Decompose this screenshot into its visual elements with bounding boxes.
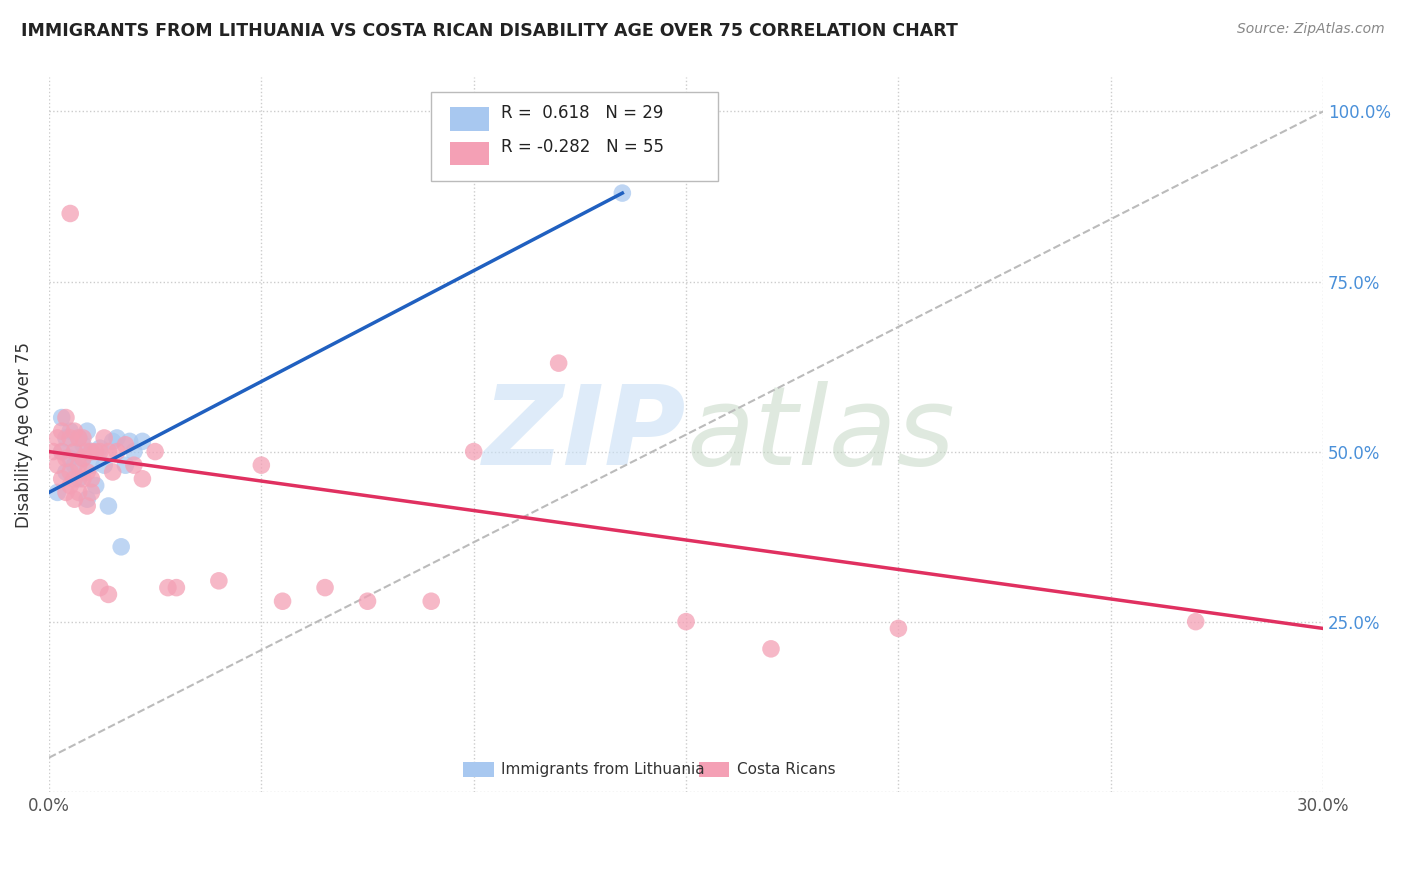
Point <box>76 444 98 458</box>
Point <box>208 574 231 588</box>
FancyBboxPatch shape <box>463 762 494 778</box>
Point <box>97 444 120 458</box>
Point <box>84 444 107 458</box>
Point <box>114 438 136 452</box>
Point <box>76 499 98 513</box>
Point <box>72 431 94 445</box>
Point <box>105 444 128 458</box>
Point <box>80 444 103 458</box>
Point <box>51 472 73 486</box>
Point <box>271 594 294 608</box>
Point <box>131 472 153 486</box>
Text: Costa Ricans: Costa Ricans <box>737 762 835 777</box>
FancyBboxPatch shape <box>699 762 730 778</box>
Point <box>675 615 697 629</box>
Text: IMMIGRANTS FROM LITHUANIA VS COSTA RICAN DISABILITY AGE OVER 75 CORRELATION CHAR: IMMIGRANTS FROM LITHUANIA VS COSTA RICAN… <box>21 22 957 40</box>
Point <box>131 434 153 449</box>
Text: Source: ZipAtlas.com: Source: ZipAtlas.com <box>1237 22 1385 37</box>
Point <box>72 451 94 466</box>
Point <box>76 492 98 507</box>
Point <box>67 458 90 473</box>
Point <box>165 581 187 595</box>
Text: Immigrants from Lithuania: Immigrants from Lithuania <box>502 762 704 777</box>
Point <box>250 458 273 473</box>
Point <box>314 581 336 595</box>
Point <box>110 540 132 554</box>
Text: ZIP: ZIP <box>482 381 686 488</box>
Y-axis label: Disability Age Over 75: Disability Age Over 75 <box>15 342 32 527</box>
Point <box>80 472 103 486</box>
Text: R = -0.282   N = 55: R = -0.282 N = 55 <box>502 138 664 156</box>
Point <box>72 472 94 486</box>
Point <box>51 410 73 425</box>
FancyBboxPatch shape <box>450 107 488 131</box>
Point <box>122 444 145 458</box>
Point <box>72 451 94 466</box>
Point <box>55 485 77 500</box>
Point <box>156 581 179 595</box>
Point <box>89 444 111 458</box>
Point <box>59 431 82 445</box>
Point <box>59 478 82 492</box>
Point <box>51 444 73 458</box>
Point <box>97 499 120 513</box>
Point <box>612 186 634 200</box>
Point <box>63 492 86 507</box>
Point <box>143 444 166 458</box>
Point <box>55 451 77 466</box>
Point <box>759 641 782 656</box>
Point <box>105 431 128 445</box>
Point <box>55 431 77 445</box>
Point <box>46 431 69 445</box>
Point <box>67 431 90 445</box>
Point <box>101 434 124 449</box>
Point <box>67 485 90 500</box>
Point <box>63 458 86 473</box>
Point <box>46 485 69 500</box>
Point <box>63 424 86 438</box>
Point <box>76 465 98 479</box>
Point <box>51 424 73 438</box>
Point <box>84 478 107 492</box>
Point <box>59 465 82 479</box>
Point <box>118 434 141 449</box>
Point <box>72 438 94 452</box>
Point <box>97 587 120 601</box>
Point <box>547 356 569 370</box>
Point <box>93 458 115 473</box>
Point <box>59 451 82 466</box>
Point <box>55 410 77 425</box>
Point <box>42 444 65 458</box>
FancyBboxPatch shape <box>432 92 718 181</box>
Point <box>887 622 910 636</box>
Point <box>1184 615 1206 629</box>
Point <box>122 458 145 473</box>
Point <box>356 594 378 608</box>
Text: atlas: atlas <box>686 381 955 488</box>
Point <box>80 485 103 500</box>
Point <box>463 444 485 458</box>
Point <box>89 441 111 455</box>
Point <box>93 431 115 445</box>
Point <box>63 444 86 458</box>
Point <box>101 465 124 479</box>
Point <box>114 458 136 473</box>
Point <box>420 594 443 608</box>
Point <box>63 472 86 486</box>
Point <box>80 444 103 458</box>
Point <box>59 424 82 438</box>
FancyBboxPatch shape <box>450 142 488 165</box>
Point <box>46 458 69 473</box>
Text: R =  0.618   N = 29: R = 0.618 N = 29 <box>502 104 664 122</box>
Point <box>51 444 73 458</box>
Point <box>55 465 77 479</box>
Point <box>63 444 86 458</box>
Point <box>67 472 90 486</box>
Point <box>76 424 98 438</box>
Point <box>59 206 82 220</box>
Point <box>80 458 103 473</box>
Point <box>67 431 90 445</box>
Point <box>89 581 111 595</box>
